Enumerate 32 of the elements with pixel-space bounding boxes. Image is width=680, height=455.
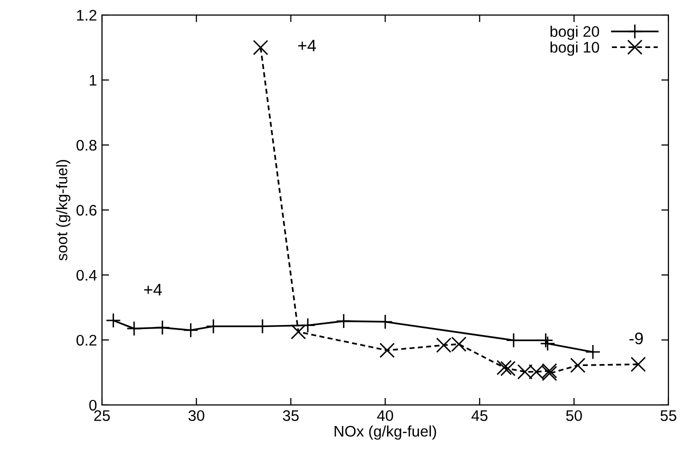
- y-axis-title: soot (g/kg-fuel): [56, 160, 70, 260]
- y-tick-label: 0.4: [76, 270, 97, 281]
- point: [106, 312, 121, 328]
- point: [630, 356, 646, 372]
- annotation: -9: [630, 332, 643, 344]
- y-tick-label: 0.2: [76, 334, 96, 346]
- point: [500, 360, 516, 376]
- x-tick-label: 45: [471, 410, 488, 422]
- x-tick-label: 35: [282, 410, 299, 422]
- x-axis-title: NOx (g/kg-fuel): [334, 425, 436, 440]
- y-tick-label: 0.6: [76, 204, 96, 216]
- point: [290, 324, 306, 340]
- y-tick-label: 1.2: [77, 10, 96, 21]
- point: [252, 40, 268, 56]
- annotation: +4: [298, 40, 316, 52]
- y-tick-label: 1: [90, 75, 96, 86]
- point: [540, 336, 556, 352]
- x-tick-label: 25: [94, 410, 110, 422]
- y-tick-label: 0: [89, 400, 97, 411]
- point: [379, 342, 395, 358]
- point: [585, 344, 601, 360]
- point: [126, 320, 142, 336]
- legend-label: bogi 10: [550, 41, 600, 56]
- legend-label: bogi 20: [550, 26, 600, 40]
- point: [496, 360, 512, 376]
- annotation: +4: [144, 284, 162, 296]
- x-tick-label: 30: [188, 410, 204, 422]
- x-tick-label: 40: [377, 410, 394, 422]
- x-tick-label: 55: [660, 410, 676, 422]
- y-tick-label: 0.8: [76, 140, 96, 151]
- x-tick-label: 50: [566, 410, 582, 422]
- point: [570, 358, 586, 373]
